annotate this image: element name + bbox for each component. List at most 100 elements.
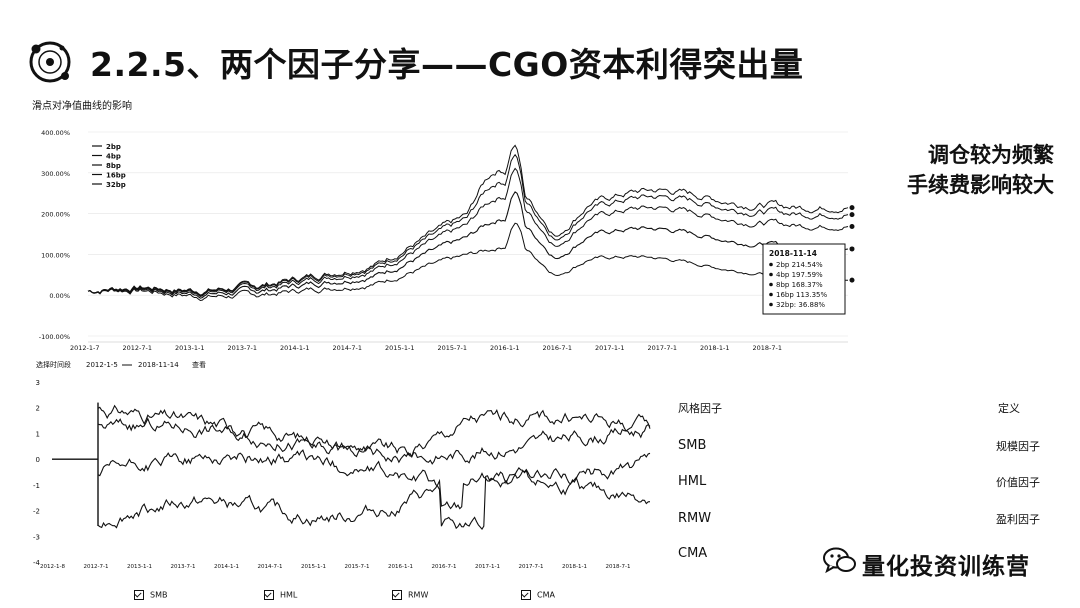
y-tick-label: 400.00% — [41, 129, 70, 137]
tooltip-row: 8bp 168.37% — [776, 281, 823, 289]
range-start[interactable]: 2012-1-5 — [86, 361, 118, 369]
y-tick-label: -100.00% — [39, 333, 70, 341]
watermark: 量化投资训练营 — [822, 543, 1052, 580]
table-row: RMW 盈利因子 — [678, 511, 1040, 531]
y-tick-label: 3 — [36, 379, 40, 387]
tooltip-bullet — [769, 302, 773, 307]
y-tick-label: 0.00% — [49, 292, 70, 300]
range-end[interactable]: 2018-11-14 — [138, 361, 179, 369]
factor-name: RMW — [678, 511, 712, 526]
checkbox-icon[interactable] — [392, 590, 402, 600]
checkbox-icon[interactable] — [134, 590, 144, 600]
legend-label: 16bp — [106, 172, 126, 180]
legend-label: SMB — [150, 590, 168, 600]
side-note-line: 调仓较为频繁 — [928, 143, 1054, 167]
table-row: CMA — [678, 546, 1040, 566]
factor-chart: 选择时间段 2012-1-5 2018-11-14 查看 3 2 1 0 -1 -2 -3 -… — [33, 360, 651, 570]
x-tick-label: 2014-1-1 — [280, 344, 310, 352]
series-line-HML — [97, 409, 651, 464]
factor-legend: SMB HML RMW CMA — [0, 588, 1080, 606]
tooltip-row: 2bp 214.54% — [776, 261, 823, 269]
factor-definition: 盈利因子 — [996, 513, 1040, 526]
header-definition: 定义 — [998, 402, 1020, 415]
series-lines — [87, 144, 855, 302]
tooltip-bullet — [769, 272, 773, 277]
series-line-16bp — [87, 191, 849, 299]
legend-label: 8bp — [106, 162, 121, 170]
legend-label: 2bp — [106, 143, 121, 151]
x-tick-label: 2016-1-1 — [490, 344, 520, 352]
x-axis: 2012-1-8 2012-7-1 2013-1-1 2013-7-1 2014-1-1… — [40, 564, 630, 570]
checkbox-icon[interactable] — [521, 590, 531, 600]
tooltip-box — [762, 243, 846, 315]
series-end-marker — [849, 212, 855, 218]
legend-item-hml[interactable]: HML — [264, 590, 297, 600]
x-tick-label: 2012-7-1 — [123, 344, 153, 352]
x-tick-label: 2017-1-1 — [475, 564, 500, 570]
tooltip: 2018-11-14 2bp 214.54% 4bp 197.59% 8bp 168.… — [762, 243, 846, 315]
legend-item-rmw[interactable]: RMW — [392, 590, 428, 600]
series-line-CMA — [97, 467, 651, 529]
header-factor: 风格因子 — [678, 402, 722, 415]
x-tick-label: 2018-7-1 — [606, 564, 631, 570]
series-line-RMW — [97, 449, 651, 531]
slippage-chart: 滑点对净值曲线的影响 400.00% 300.00% 200.00% 100.00% 0… — [32, 99, 855, 352]
legend-item-smb[interactable]: SMB — [134, 590, 167, 600]
x-tick-label: 2014-7-1 — [333, 344, 363, 352]
series-line-4bp — [87, 153, 849, 297]
range-query-link[interactable]: 查看 — [192, 360, 206, 369]
table-row: SMB 规模因子 — [678, 438, 1040, 458]
checkbox-icon[interactable] — [264, 590, 274, 600]
series-end-marker — [849, 205, 855, 211]
series-end-marker — [849, 246, 855, 252]
x-tick-label: 2012-7-1 — [84, 564, 109, 570]
range-header: 选择时间段 2012-1-5 2018-11-14 查看 — [36, 360, 206, 369]
x-tick-label: 2015-7-1 — [345, 564, 370, 570]
x-tick-label: 2014-7-1 — [258, 564, 283, 570]
side-note-line: 手续费影响较大 — [907, 173, 1054, 197]
factor-name: HML — [678, 474, 707, 489]
y-tick-label: 100.00% — [41, 251, 70, 259]
y-tick-label: -2 — [33, 508, 40, 516]
series-line-32bp — [87, 222, 848, 302]
side-note: 调仓较为频繁 手续费影响较大 — [907, 140, 1054, 200]
series-end-marker — [849, 277, 855, 283]
x-tick-label: 2015-1-1 — [385, 344, 415, 352]
legend-label: RMW — [408, 590, 429, 600]
y-tick-label: 0 — [36, 456, 40, 464]
x-tick-label: 2018-7-1 — [753, 344, 783, 352]
factor-name: CMA — [678, 546, 708, 561]
legend-item-cma[interactable]: CMA — [521, 590, 555, 600]
x-tick-label: 2015-7-1 — [438, 344, 468, 352]
x-tick-label: 2017-1-1 — [595, 344, 625, 352]
watermark-text: 量化投资训练营 — [862, 554, 1030, 580]
factor-definition: 价值因子 — [996, 476, 1040, 489]
tooltip-row: 4bp 197.59% — [776, 271, 823, 279]
y-tick-label: 1 — [36, 430, 40, 438]
x-tick-label: 2018-1-1 — [562, 564, 587, 570]
tooltip-bullet — [769, 292, 773, 297]
x-tick-label: 2013-1-1 — [127, 564, 152, 570]
x-tick-label: 2016-7-1 — [543, 344, 573, 352]
wechat-icon — [823, 547, 856, 574]
legend-label: CMA — [537, 590, 555, 600]
factor-definition: 规模因子 — [996, 440, 1040, 453]
range-label: 选择时间段 — [36, 360, 71, 369]
series-line-8bp — [87, 167, 849, 298]
x-tick-label: 2013-7-1 — [171, 564, 196, 570]
series-lines — [52, 402, 651, 531]
x-tick-label: 2012-1-7 — [70, 344, 100, 352]
x-tick-label: 2015-1-1 — [301, 564, 326, 570]
y-axis: 400.00% 300.00% 200.00% 100.00% 0.00% -100.00… — [39, 129, 848, 341]
x-tick-label: 2014-1-1 — [214, 564, 239, 570]
x-axis: 2012-1-7 2012-7-1 2013-1-1 2013-7-1 2014-1-1… — [70, 341, 848, 352]
x-tick-label: 2016-1-1 — [388, 564, 413, 570]
tooltip-bullet — [769, 282, 773, 287]
x-tick-label: 2017-7-1 — [648, 344, 678, 352]
y-axis: 3 2 1 0 -1 -2 -3 -4 — [33, 379, 41, 567]
tooltip-date: 2018-11-14 — [769, 249, 817, 258]
series-line-2bp — [87, 144, 849, 296]
table-header: 风格因子 定义 — [678, 400, 1040, 420]
page-title: 2.2.5、两个因子分享——CGO资本利得突出量 — [90, 45, 804, 84]
